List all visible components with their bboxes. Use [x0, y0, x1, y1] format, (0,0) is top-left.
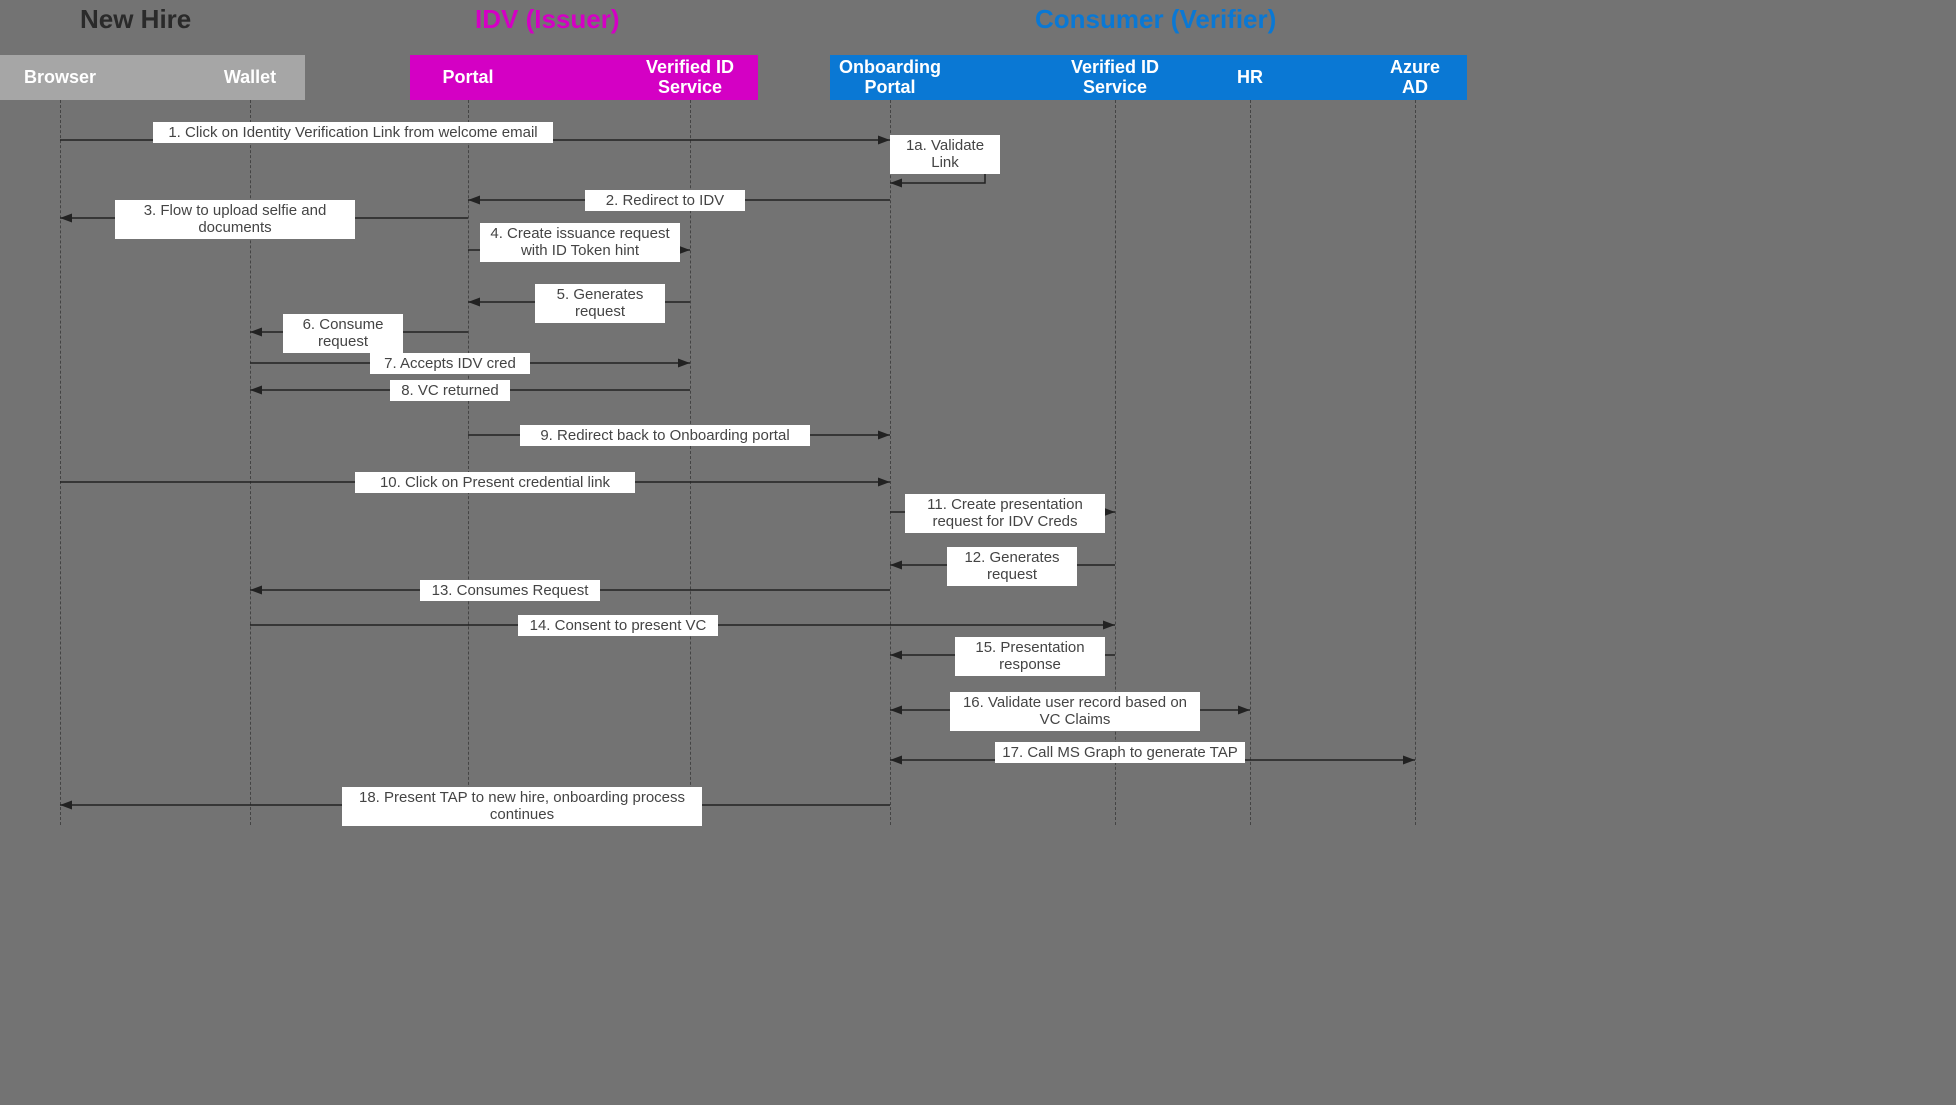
message-label: 8. VC returned: [390, 380, 510, 401]
participant-label: Verified IDService: [620, 55, 760, 100]
message-label: 10. Click on Present credential link: [355, 472, 635, 493]
participant-label: Browser: [0, 55, 130, 100]
participant-label: Portal: [398, 55, 538, 100]
lifeline-azuread: [1415, 100, 1416, 825]
message-label: 16. Validate user record based on VC Cla…: [950, 692, 1200, 731]
participant-label: Verified IDService: [1045, 55, 1185, 100]
message-label: 9. Redirect back to Onboarding portal: [520, 425, 810, 446]
message-label: 18. Present TAP to new hire, onboarding …: [342, 787, 702, 826]
message-label: 7. Accepts IDV cred: [370, 353, 530, 374]
message-label: 12. Generates request: [947, 547, 1077, 586]
lifeline-onboard: [890, 100, 891, 825]
message-label: 11. Create presentation request for IDV …: [905, 494, 1105, 533]
message-label: 14. Consent to present VC: [518, 615, 718, 636]
lifeline-hr: [1250, 100, 1251, 825]
participant-label: HR: [1180, 55, 1320, 100]
group-title: New Hire: [80, 4, 191, 35]
lifeline-browser: [60, 100, 61, 825]
participant-label: OnboardingPortal: [820, 55, 960, 100]
group-title: Consumer (Verifier): [1035, 4, 1276, 35]
message-label: 17. Call MS Graph to generate TAP: [995, 742, 1245, 763]
message-label: 3. Flow to upload selfie and documents: [115, 200, 355, 239]
sequence-diagram: New Hire IDV (Issuer) Consumer (Verifier) B…: [0, 0, 1467, 825]
group-title: IDV (Issuer): [475, 4, 620, 35]
message-label: 5. Generates request: [535, 284, 665, 323]
message-label: 2. Redirect to IDV: [585, 190, 745, 211]
message-label: 1a. Validate Link: [890, 135, 1000, 174]
message-label: 6. Consume request: [283, 314, 403, 353]
message-label: 15. Presentation response: [955, 637, 1105, 676]
message-label: 13. Consumes Request: [420, 580, 600, 601]
participant-label: Wallet: [180, 55, 320, 100]
participant-label: AzureAD: [1345, 55, 1485, 100]
lifeline-portal: [468, 100, 469, 825]
message-label: 4. Create issuance request with ID Token…: [480, 223, 680, 262]
message-label: 1. Click on Identity Verification Link f…: [153, 122, 553, 143]
